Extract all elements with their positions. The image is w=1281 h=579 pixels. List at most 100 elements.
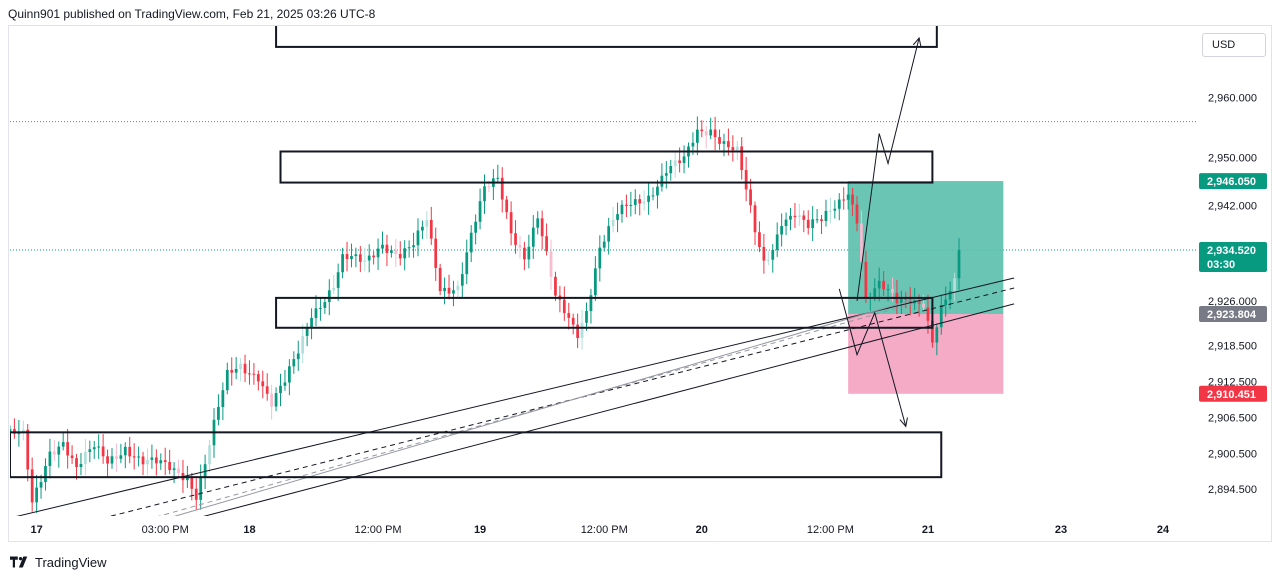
candle-body xyxy=(766,259,770,261)
candle-body xyxy=(824,210,828,221)
footer-brand[interactable]: TradingView xyxy=(10,553,107,571)
candle xyxy=(784,212,788,236)
candle xyxy=(740,137,744,180)
candle xyxy=(593,256,597,301)
candle-body xyxy=(709,129,713,136)
candle-body xyxy=(341,254,344,273)
candle xyxy=(221,382,225,421)
projection-down-arrow-arrowhead xyxy=(899,417,908,428)
candle-body xyxy=(660,175,664,187)
candle xyxy=(92,440,96,459)
candle xyxy=(168,449,172,475)
y-axis-tick-label: 2,918.500 xyxy=(1208,341,1257,353)
candle xyxy=(447,274,451,300)
candle xyxy=(797,203,801,226)
candle xyxy=(239,358,242,382)
candle-body xyxy=(806,219,810,229)
candle-body xyxy=(407,247,411,249)
candle-body xyxy=(456,285,460,291)
candle xyxy=(598,235,602,282)
candle-body xyxy=(926,307,930,321)
candle xyxy=(620,200,624,223)
candle-body xyxy=(305,327,309,336)
chart-frame[interactable] xyxy=(8,25,1272,542)
candle-body xyxy=(771,249,775,260)
candle xyxy=(310,308,313,340)
candle-body xyxy=(505,199,509,213)
candle xyxy=(554,271,557,301)
candle xyxy=(159,453,163,470)
candle xyxy=(26,424,30,482)
candle xyxy=(456,280,460,299)
candle-body xyxy=(514,233,517,245)
candle-body xyxy=(833,208,837,211)
currency-button[interactable]: USD xyxy=(1202,33,1266,57)
candle-body xyxy=(279,385,282,394)
candle-body xyxy=(611,219,615,227)
candle xyxy=(225,362,229,395)
candle-body xyxy=(846,194,850,200)
candle xyxy=(500,167,504,213)
candle-body xyxy=(123,446,127,456)
candle-body xyxy=(873,288,877,298)
candle-body xyxy=(620,204,624,215)
candle xyxy=(802,210,806,233)
candle-body xyxy=(301,335,305,354)
candle xyxy=(234,357,238,380)
channel-gray-dashed-line xyxy=(158,301,920,516)
candle-body xyxy=(815,219,819,221)
candle xyxy=(700,120,704,138)
candle xyxy=(10,425,12,446)
candle xyxy=(119,443,123,464)
candle-body xyxy=(762,246,766,261)
candle-body xyxy=(190,476,194,489)
candle-body xyxy=(92,447,96,450)
candle-body xyxy=(110,456,114,464)
candle xyxy=(855,196,859,232)
candle xyxy=(390,245,393,258)
candle-body xyxy=(820,219,823,221)
candle-body xyxy=(106,456,109,464)
candle xyxy=(957,238,961,290)
x-axis-tick-label: 23 xyxy=(1055,524,1067,536)
candle xyxy=(363,247,367,272)
candle xyxy=(265,373,269,401)
candle-body xyxy=(625,204,628,206)
candle xyxy=(633,189,637,215)
candle-body xyxy=(252,373,256,375)
candle-body xyxy=(119,455,123,459)
plot-area xyxy=(10,26,1198,516)
candle xyxy=(758,221,761,253)
candle-body xyxy=(797,215,801,217)
candle xyxy=(815,209,819,224)
candle xyxy=(829,197,832,224)
candle xyxy=(704,125,708,149)
candle-body xyxy=(589,295,593,312)
y-axis-tick-label: 2,894.500 xyxy=(1208,484,1257,496)
candle xyxy=(877,267,881,302)
candle-body xyxy=(695,129,699,143)
candle-body xyxy=(669,166,673,174)
channel-upper-line xyxy=(16,277,1015,516)
candle xyxy=(602,234,606,252)
candle xyxy=(110,448,114,469)
candle xyxy=(172,462,176,484)
candle-body xyxy=(474,221,478,233)
candle xyxy=(775,222,779,257)
candle xyxy=(629,191,633,217)
candle xyxy=(35,474,38,513)
target-price-label: 2,946.050 xyxy=(1207,176,1256,188)
candle xyxy=(274,387,278,412)
candle-body xyxy=(837,199,841,209)
candle-body xyxy=(234,368,238,373)
candle-body xyxy=(398,254,402,259)
candle xyxy=(616,202,619,233)
x-axis-tick-label: 03:00 PM xyxy=(142,524,189,536)
candle-body xyxy=(789,215,792,220)
x-axis-tick-label: 20 xyxy=(696,524,708,536)
candle xyxy=(296,340,300,371)
candle xyxy=(820,214,823,235)
candle-body xyxy=(115,456,118,459)
candle xyxy=(279,373,282,407)
